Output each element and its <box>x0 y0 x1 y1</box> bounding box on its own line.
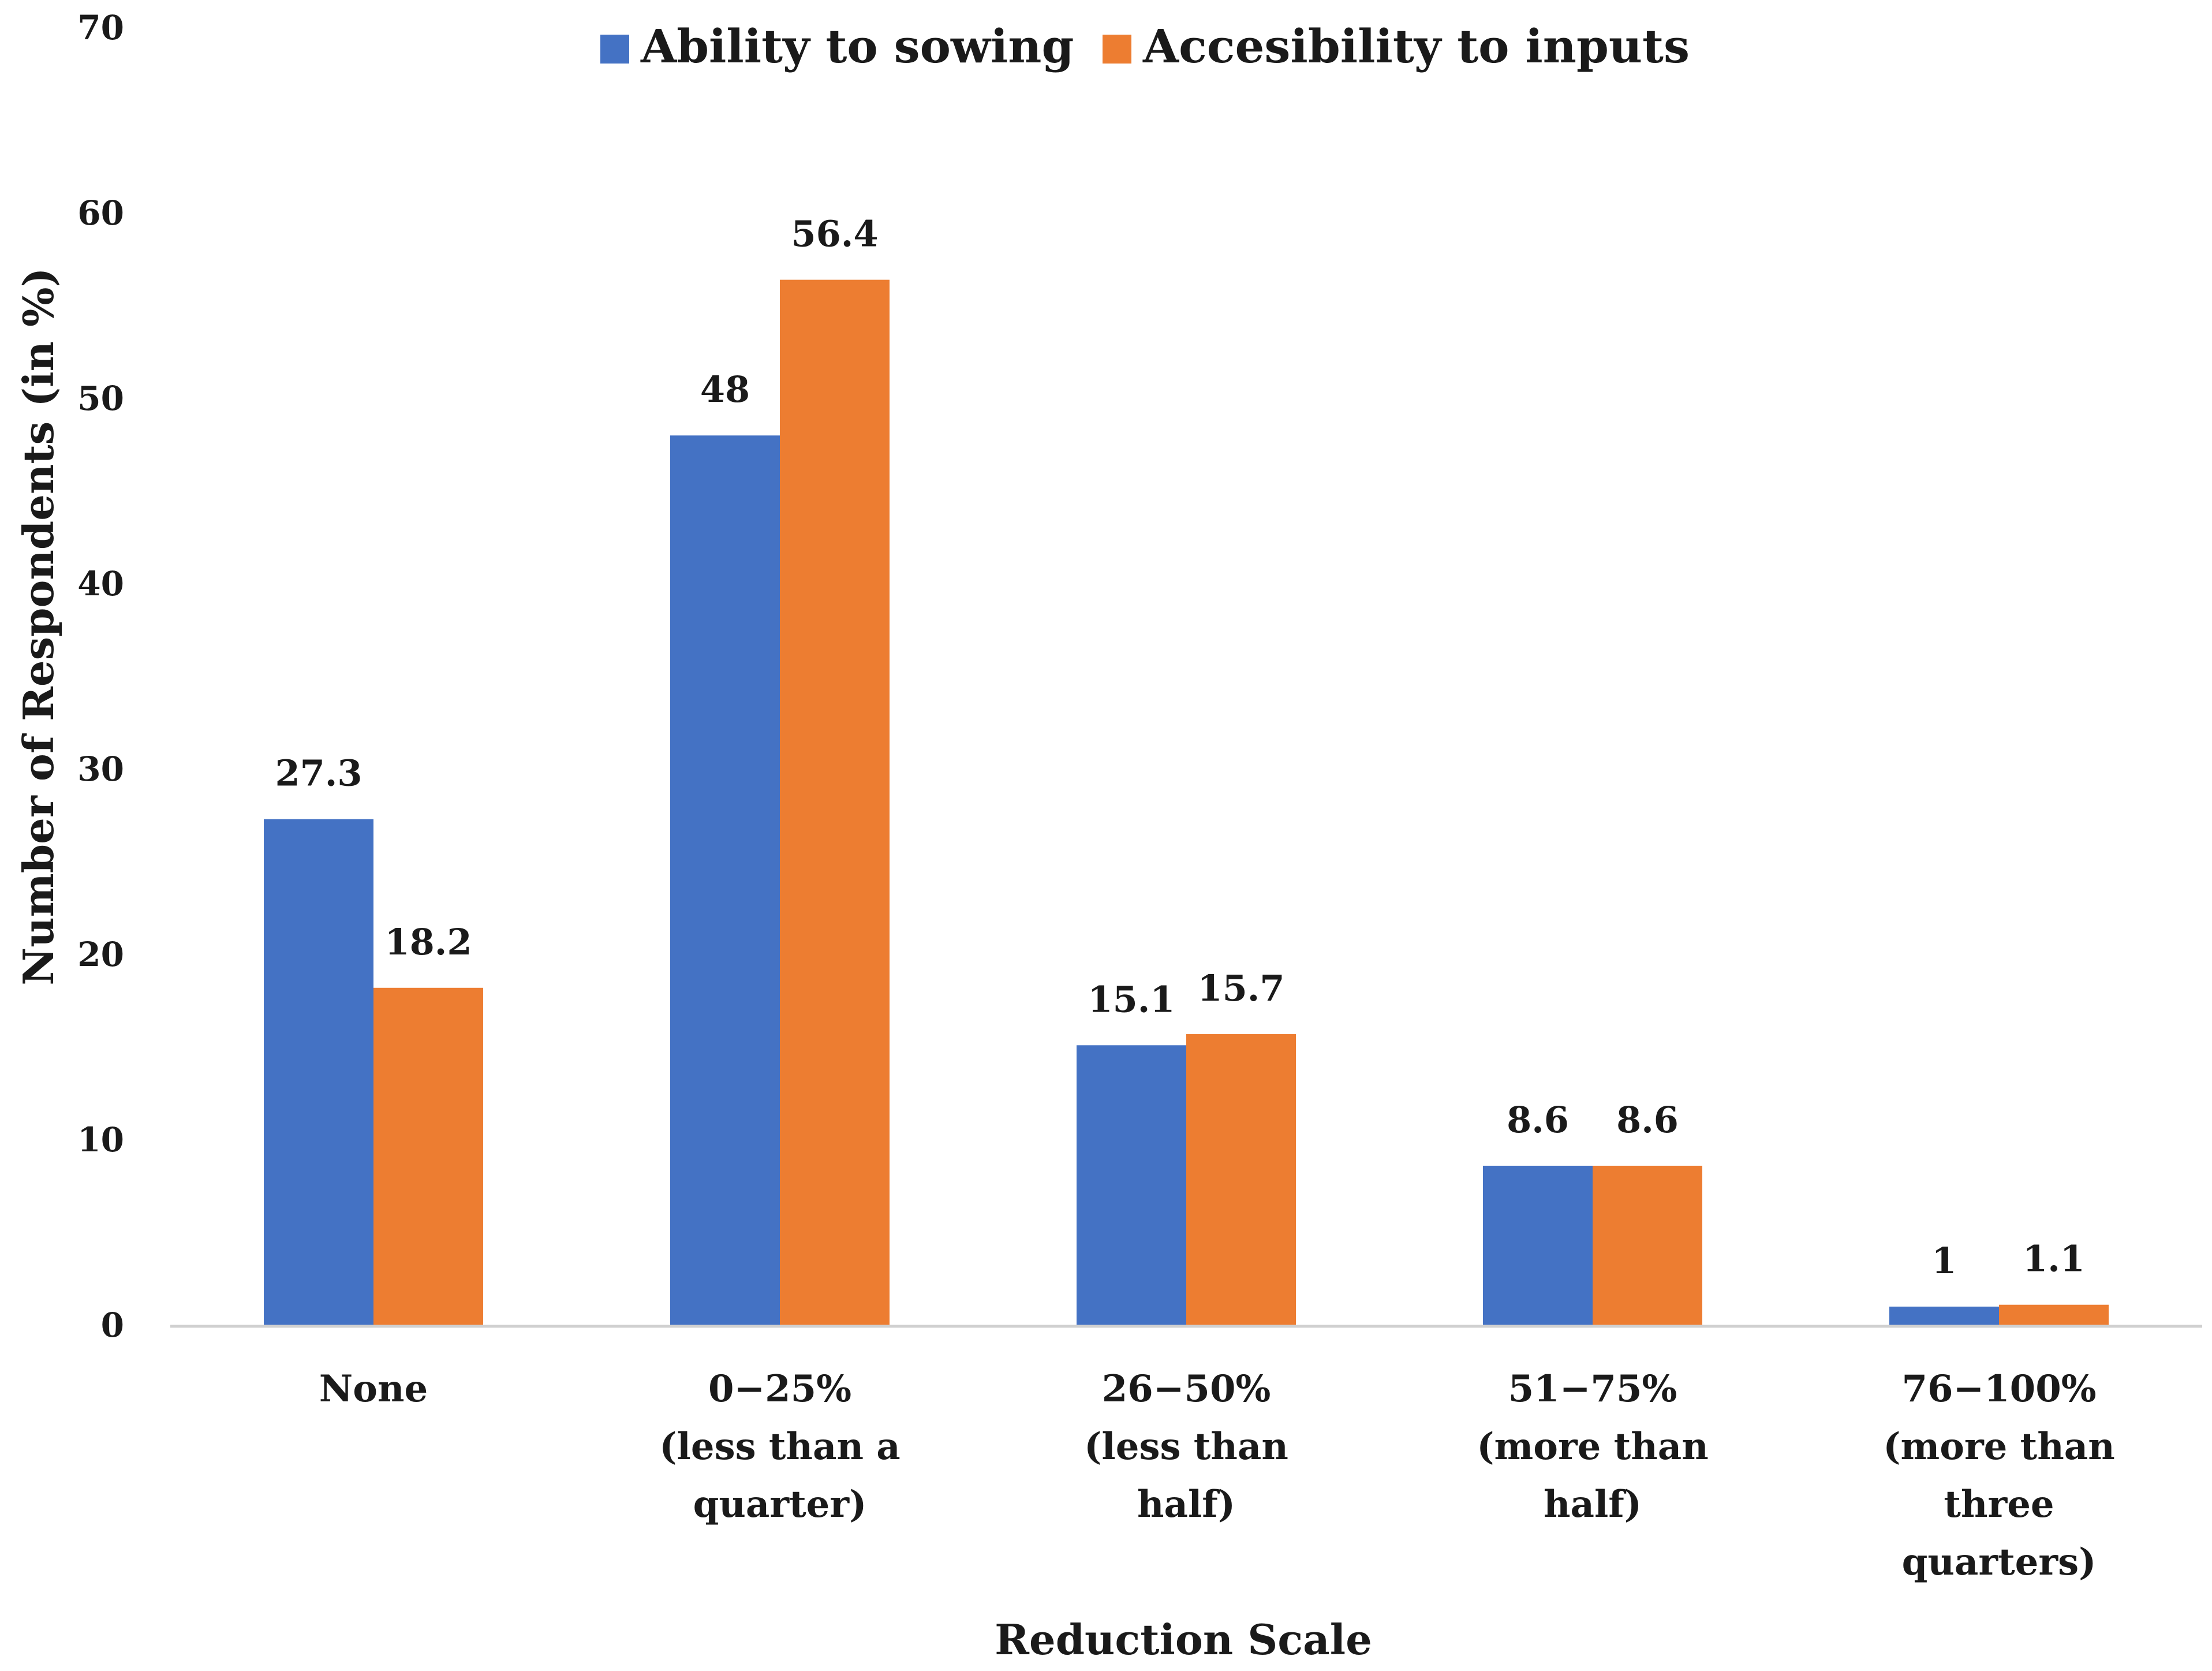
data-label-ability-to-sowing-2: 15.1 <box>1088 978 1175 1020</box>
x-category-label: 0−25% (less than a quarter) <box>659 1367 901 1526</box>
x-category-label: 26−50% (less than half) <box>1084 1367 1288 1526</box>
bar-accesibility-to-inputs-0 <box>373 987 483 1325</box>
y-axis-ticks: 0 10 20 30 40 50 60 70 <box>77 8 124 1345</box>
legend-label-ability-to-sowing: Ability to sowing <box>640 19 1074 73</box>
legend-label-accesibility-to-inputs: Accesibility to inputs <box>1142 19 1690 73</box>
bar-ability-to-sowing-3 <box>1483 1165 1593 1325</box>
data-labels: 27.3 18.2 48 56.4 15.1 15.7 8.6 8.6 1 1.1 <box>275 213 2084 1282</box>
bar-accesibility-to-inputs-2 <box>1186 1034 1296 1325</box>
data-label-ability-to-sowing-0: 27.3 <box>275 752 362 795</box>
data-label-ability-to-sowing-1: 48 <box>700 368 750 411</box>
y-axis-title: Number of Respondents (in %) <box>14 267 63 985</box>
x-category-label: 51−75% (more than half) <box>1477 1367 1709 1526</box>
data-label-accesibility-to-inputs-3: 8.6 <box>1616 1099 1679 1141</box>
bar-ability-to-sowing-1 <box>670 435 780 1326</box>
x-axis-title: Reduction Scale <box>995 1615 1372 1664</box>
bar-ability-to-sowing-4 <box>1889 1306 1999 1325</box>
bars <box>264 279 2109 1326</box>
data-label-accesibility-to-inputs-4: 1.1 <box>2023 1238 2085 1280</box>
legend: Ability to sowing Accesibility to inputs <box>600 19 1690 73</box>
y-tick-label: 60 <box>77 193 124 233</box>
bar-ability-to-sowing-2 <box>1077 1045 1186 1325</box>
data-label-ability-to-sowing-3: 8.6 <box>1507 1099 1569 1141</box>
bar-accesibility-to-inputs-3 <box>1593 1165 1702 1325</box>
legend-swatch-ability-to-sowing <box>600 35 629 64</box>
y-tick-label: 40 <box>77 564 124 603</box>
data-label-accesibility-to-inputs-2: 15.7 <box>1197 967 1284 1009</box>
y-tick-label: 0 <box>101 1306 124 1345</box>
y-tick-label: 30 <box>77 749 124 789</box>
data-label-accesibility-to-inputs-1: 56.4 <box>791 213 878 255</box>
legend-swatch-accesibility-to-inputs <box>1103 35 1131 64</box>
bar-accesibility-to-inputs-4 <box>1999 1304 2109 1325</box>
bar-ability-to-sowing-0 <box>264 819 373 1325</box>
data-label-accesibility-to-inputs-0: 18.2 <box>384 921 472 963</box>
x-category-label: None <box>319 1367 428 1411</box>
y-tick-label: 10 <box>77 1120 124 1159</box>
data-label-ability-to-sowing-4: 1 <box>1931 1240 1956 1282</box>
y-tick-label: 70 <box>77 8 124 47</box>
x-axis-categories: None 0−25% (less than a quarter) 26−50% (less… <box>319 1367 2115 1584</box>
x-category-label: 76−100% (more than three quarters) <box>1883 1367 2115 1584</box>
bar-accesibility-to-inputs-1 <box>780 279 890 1325</box>
y-tick-label: 50 <box>77 379 124 418</box>
y-tick-label: 20 <box>77 935 124 974</box>
